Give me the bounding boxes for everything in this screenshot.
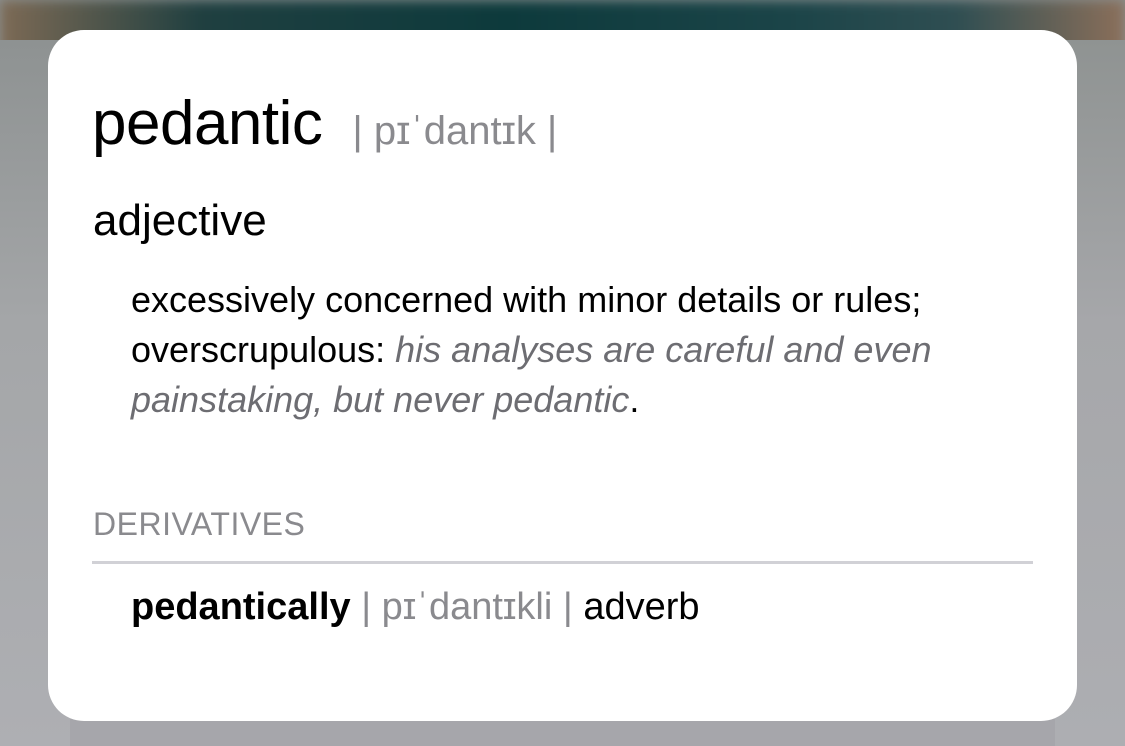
section-divider — [92, 561, 1033, 564]
headword-row: pedantic | pɪˈdantɪk | — [92, 88, 557, 159]
definition: excessively concerned with minor details… — [131, 275, 1051, 425]
dictionary-card[interactable]: pedantic | pɪˈdantɪk | adjective excessiv… — [48, 30, 1077, 721]
headword: pedantic — [92, 89, 323, 158]
derivative-item: pedantically | pɪˈdantɪkli | adverb — [131, 586, 700, 629]
definition-text: excessively concerned with minor details… — [131, 279, 922, 370]
derivative-word: pedantically — [131, 586, 351, 628]
part-of-speech: adjective — [93, 196, 267, 245]
example-sentence: his analyses are careful and even painst… — [131, 329, 932, 420]
derivative-part-of-speech: adverb — [583, 586, 700, 628]
example-period: . — [629, 379, 640, 420]
derivatives-label: DERIVATIVES — [93, 506, 306, 542]
headword-pronunciation: | pɪˈdantɪk | — [352, 109, 558, 153]
derivative-pronunciation: | pɪˈdantɪkli | — [361, 586, 573, 628]
